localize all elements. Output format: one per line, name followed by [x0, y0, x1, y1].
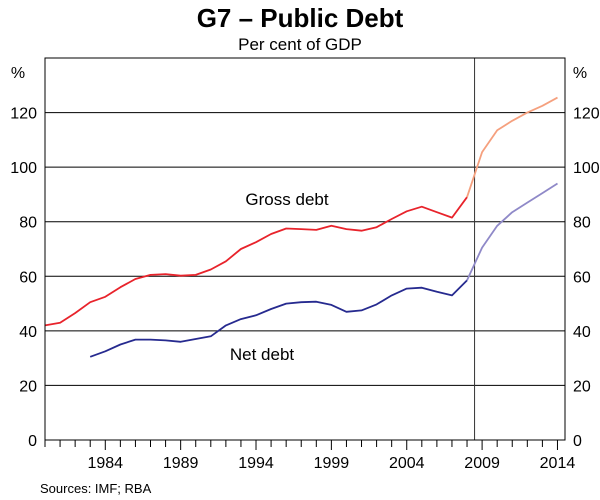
x-tick-label-2014: 2014: [540, 455, 576, 472]
y-tick-label-right: 20: [573, 378, 591, 395]
x-tick-label-2004: 2004: [389, 455, 425, 472]
y-axis-unit-left: %: [11, 65, 25, 82]
y-tick-label-right: 0: [573, 433, 582, 450]
y-tick-label-right: 40: [573, 324, 591, 341]
y-tick-label-left: 60: [19, 269, 37, 286]
series-label-gross-debt: Gross debt: [245, 190, 328, 209]
x-tick-label-2009: 2009: [464, 455, 500, 472]
axis-ticks: 0 0 20 20 40 40 60 60 80 80 100 100 120 120 1984 1989 19…: [10, 106, 600, 472]
y-tick-label-left: 80: [19, 215, 37, 232]
y-tick-label-left: 40: [19, 324, 37, 341]
net-debt-line-forecast: [466, 182, 558, 281]
series-lines: [44, 96, 558, 358]
y-tick-label-right: 60: [573, 269, 591, 286]
series-label-net-debt: Net debt: [230, 345, 295, 364]
y-tick-label-left: 100: [10, 160, 37, 177]
chart-title: G7 – Public Debt: [197, 3, 404, 33]
net-debt-line-actual: [89, 279, 468, 358]
source-note: Sources: IMF; RBA: [40, 481, 152, 496]
x-tick-label-1989: 1989: [163, 455, 199, 472]
x-tick-label-1999: 1999: [314, 455, 350, 472]
chart-subtitle: Per cent of GDP: [238, 35, 362, 54]
y-tick-label-right: 120: [573, 106, 600, 123]
x-tick-label-1994: 1994: [238, 455, 274, 472]
y-axis-unit-right: %: [573, 65, 587, 82]
y-tick-label-left: 0: [28, 433, 37, 450]
gross-debt-line-actual: [44, 196, 468, 327]
gross-debt-line-forecast: [466, 96, 558, 198]
y-tick-label-left: 120: [10, 106, 37, 123]
x-tick-label-1984: 1984: [87, 455, 123, 472]
y-tick-label-left: 20: [19, 378, 37, 395]
y-tick-label-right: 80: [573, 215, 591, 232]
gridlines: [45, 58, 565, 440]
y-tick-label-right: 100: [573, 160, 600, 177]
plot-frame: [44, 57, 566, 441]
